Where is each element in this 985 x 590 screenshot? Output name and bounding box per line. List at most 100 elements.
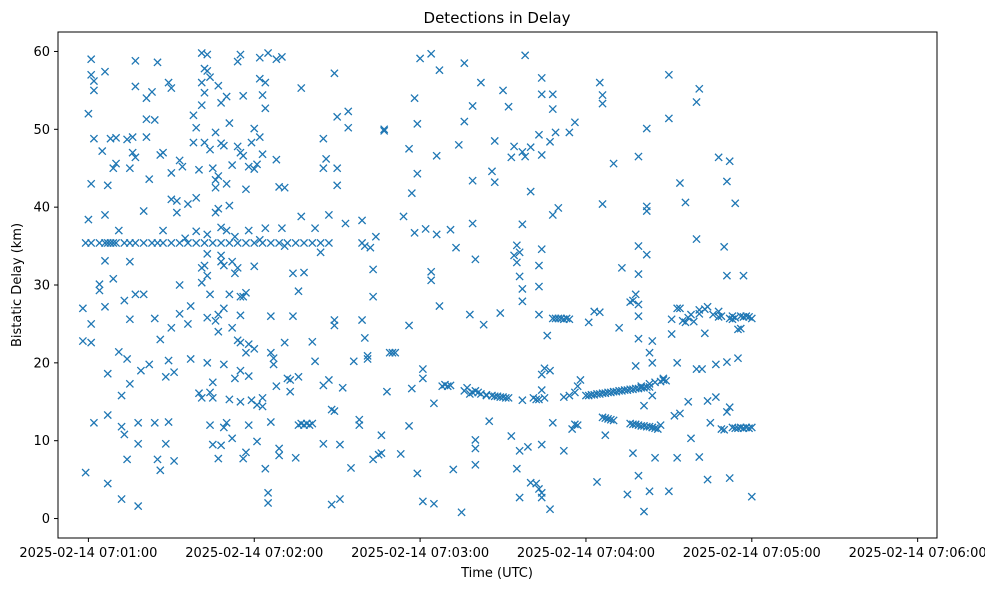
data-point [330,321,339,330]
data-point [87,179,96,188]
data-point [700,329,709,338]
data-point [228,434,237,443]
data-point [410,94,419,103]
data-point [333,164,342,173]
data-point [131,290,140,299]
data-point [258,90,267,100]
data-point [136,366,145,375]
data-point [413,169,422,178]
data-point [695,84,704,93]
data-point [526,187,535,196]
y-tick-label: 50 [33,123,50,138]
data-point [288,312,298,321]
data-point [369,265,378,274]
data-point [200,138,209,147]
data-point [222,418,231,427]
data-point [208,393,217,402]
data-point [131,56,140,65]
data-point [357,216,367,225]
data-point [211,175,220,184]
data-point [266,238,275,248]
data-point [164,78,173,87]
data-point [512,464,521,473]
data-point [225,201,234,210]
data-point [487,167,497,176]
data-point [363,354,372,364]
data-point [128,148,137,157]
data-point [272,155,281,164]
data-point [637,382,646,391]
data-point [89,76,98,86]
data-point [120,430,129,439]
data-point [205,290,215,299]
data-point [197,393,206,402]
data-point [601,431,610,440]
data-point [366,243,375,252]
data-point [275,238,284,248]
data-point [576,375,585,385]
data-point [725,403,734,412]
data-point [150,418,159,427]
data-point [518,396,527,405]
data-point [134,439,143,448]
data-point [200,261,209,270]
data-point [258,393,267,402]
data-point [194,389,204,398]
data-point [189,111,198,120]
data-point [111,133,121,142]
data-point [686,434,696,443]
data-point [454,140,463,149]
data-point [103,369,112,378]
data-point [241,185,251,194]
data-point [147,87,157,97]
data-point [675,304,684,313]
data-point [192,193,201,202]
data-point [722,407,731,416]
data-point [205,145,215,154]
data-point [217,238,226,248]
data-point [471,460,480,469]
data-point [418,497,427,506]
x-axis: 2025-02-14 07:01:00 2025-02-14 07:02:00 20… [19,538,985,561]
data-point [175,156,184,165]
data-point [742,312,751,321]
data-point [219,304,228,313]
data-point [634,334,643,343]
data-point [161,372,170,381]
data-point [84,109,93,118]
data-point [109,274,118,283]
data-point [167,168,176,177]
data-point [252,160,262,169]
data-point [545,137,555,146]
data-point [720,425,729,434]
data-point [261,464,270,473]
data-point [689,317,698,326]
data-point [214,81,223,90]
data-point [236,311,245,320]
data-point [335,440,345,449]
data-point [606,415,615,424]
data-point [109,164,118,173]
data-point [565,128,574,137]
data-point [275,451,284,460]
data-point [100,67,110,76]
data-point [236,338,245,347]
data-point [286,375,295,385]
data-point [125,164,134,173]
data-point [308,238,317,248]
data-point [363,351,372,360]
data-point [120,296,129,305]
data-point [255,235,264,244]
data-point [161,439,170,448]
data-point [562,314,571,323]
data-point [239,292,248,301]
data-point [205,73,215,82]
data-point [134,418,143,427]
data-point [537,73,546,82]
data-point [490,178,499,187]
data-point [252,437,262,446]
data-point [308,419,317,428]
data-point [219,261,228,270]
data-point [264,498,273,508]
data-point [230,232,239,241]
